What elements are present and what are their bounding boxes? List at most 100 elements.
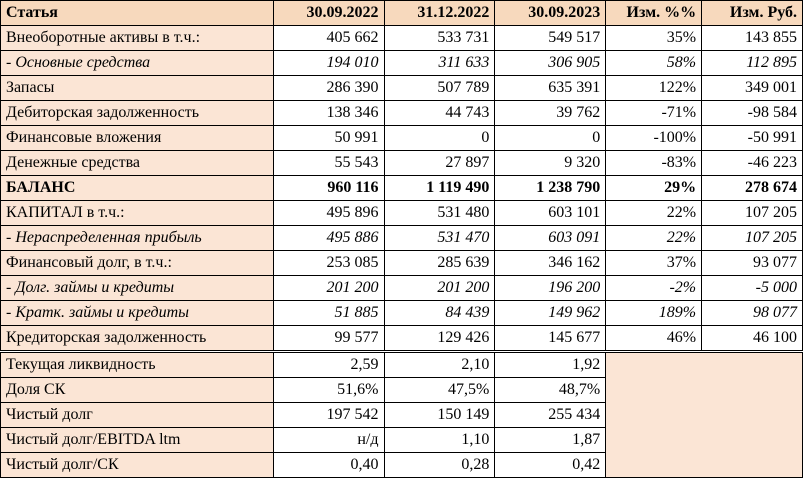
cell-value: 533 731 (383, 25, 496, 51)
ratio-label: Чистый долг/СК (0, 452, 274, 478)
cell-value: 253 085 (272, 250, 385, 276)
ratio-value: 2,59 (272, 350, 385, 378)
cell-value: 27 897 (383, 150, 496, 176)
cell-value: 603 101 (494, 200, 607, 226)
cell-value: 507 789 (383, 75, 496, 101)
ratio-label: Текущая ликвидность (0, 350, 274, 378)
table-row: Дебиторская задолженность 138 346 44 743… (0, 100, 803, 126)
cell-value: 0 (383, 125, 496, 151)
ratio-value: 0,28 (383, 452, 496, 478)
row-label: БАЛАНС (0, 175, 274, 201)
header-date-2: 31.12.2022 (383, 0, 496, 26)
ratio-row: Текущая ликвидность 2,59 2,10 1,92 (0, 350, 803, 478)
row-label: - Нераспределенная прибыль (0, 225, 274, 251)
table-row: - Кратк. займы и кредиты 51 885 84 439 1… (0, 300, 803, 326)
header-change-pct: Изм. %% (605, 0, 703, 26)
cell-value: 311 633 (383, 50, 496, 76)
table-row: - Основные средства 194 010 311 633 306 … (0, 50, 803, 76)
cell-value: 84 439 (383, 300, 496, 326)
cell-value: 201 200 (272, 275, 385, 301)
table-row: - Долг. займы и кредиты 201 200 201 200 … (0, 275, 803, 301)
cell-value: 129 426 (383, 325, 496, 352)
cell-value: 55 543 (272, 150, 385, 176)
cell-change-pct: 37% (605, 250, 703, 276)
table-row: Финансовый долг, в т.ч.: 253 085 285 639… (0, 250, 803, 276)
cell-change-pct: 46% (605, 325, 703, 352)
cell-value: 1 119 490 (383, 175, 496, 201)
ratio-value: 51,6% (272, 377, 385, 403)
table-row: КАПИТАЛ в т.ч.: 495 896 531 480 603 101 … (0, 200, 803, 226)
cell-value: 39 762 (494, 100, 607, 126)
ratio-value: 48,7% (494, 377, 607, 403)
cell-value: 44 743 (383, 100, 496, 126)
row-label: КАПИТАЛ в т.ч.: (0, 200, 274, 226)
ratio-label: Чистый долг/EBITDA ltm (0, 427, 274, 453)
row-label: - Основные средства (0, 50, 274, 76)
cell-change-rub: 107 205 (701, 200, 803, 226)
ratio-value: 150 149 (383, 402, 496, 428)
row-label: Финансовые вложения (0, 125, 274, 151)
cell-value: 1 238 790 (494, 175, 607, 201)
ratio-row: Чистый долг/EBITDA ltm н/д 1,10 1,87 (0, 427, 803, 453)
cell-change-rub: -50 991 (701, 125, 803, 151)
cell-change-pct: 29% (605, 175, 703, 201)
cell-value: 495 886 (272, 225, 385, 251)
cell-change-pct: -100% (605, 125, 703, 151)
cell-change-rub: -98 584 (701, 100, 803, 126)
row-label: Дебиторская задолженность (0, 100, 274, 126)
cell-change-pct: 58% (605, 50, 703, 76)
cell-value: 286 390 (272, 75, 385, 101)
cell-change-pct: 22% (605, 225, 703, 251)
cell-change-rub: 93 077 (701, 250, 803, 276)
cell-value: 346 162 (494, 250, 607, 276)
row-label: Финансовый долг, в т.ч.: (0, 250, 274, 276)
ratio-value: 1,10 (383, 427, 496, 453)
cell-change-pct: -71% (605, 100, 703, 126)
cell-value: 138 346 (272, 100, 385, 126)
cell-value: 405 662 (272, 25, 385, 51)
cell-change-rub: 112 895 (701, 50, 803, 76)
cell-change-rub: 143 855 (701, 25, 803, 51)
row-label: Денежные средства (0, 150, 274, 176)
ratio-value: 0,40 (272, 452, 385, 478)
cell-value: 960 116 (272, 175, 385, 201)
cell-value: 50 991 (272, 125, 385, 151)
row-label: - Кратк. займы и кредиты (0, 300, 274, 326)
cell-value: 99 577 (272, 325, 385, 352)
ratio-label: Чистый долг (0, 402, 274, 428)
cell-value: 549 517 (494, 25, 607, 51)
row-label: Кредиторская задолженность (0, 325, 274, 352)
cell-value: 145 677 (494, 325, 607, 352)
ratio-value: 47,5% (383, 377, 496, 403)
cell-value: 194 010 (272, 50, 385, 76)
header-date-3: 30.09.2023 (494, 0, 607, 26)
ratio-value: н/д (272, 427, 385, 453)
cell-value: 635 391 (494, 75, 607, 101)
cell-value: 306 905 (494, 50, 607, 76)
cell-value: 531 480 (383, 200, 496, 226)
cell-change-pct: 22% (605, 200, 703, 226)
cell-change-pct: -2% (605, 275, 703, 301)
table-row: Финансовые вложения 50 991 0 0 -100% -50… (0, 125, 803, 151)
cell-change-rub: 46 100 (701, 325, 803, 352)
ratio-value: 1,92 (494, 350, 607, 378)
cell-change-pct: -83% (605, 150, 703, 176)
ratio-value: 1,87 (494, 427, 607, 453)
ratio-value: 255 434 (494, 402, 607, 428)
cell-value: 201 200 (383, 275, 496, 301)
ratio-value: 197 542 (272, 402, 385, 428)
cell-value: 0 (494, 125, 607, 151)
cell-value: 495 896 (272, 200, 385, 226)
ratio-value: 0,42 (494, 452, 607, 478)
cell-change-rub: -5 000 (701, 275, 803, 301)
header-date-1: 30.09.2022 (272, 0, 385, 26)
cell-change-rub: 107 205 (701, 225, 803, 251)
cell-value: 196 200 (494, 275, 607, 301)
header-article: Статья (0, 0, 274, 26)
table-row: Запасы 286 390 507 789 635 391 122% 349 … (0, 75, 803, 101)
cell-change-rub: 98 077 (701, 300, 803, 326)
cell-change-pct: 35% (605, 25, 703, 51)
cell-value: 285 639 (383, 250, 496, 276)
cell-value: 603 091 (494, 225, 607, 251)
